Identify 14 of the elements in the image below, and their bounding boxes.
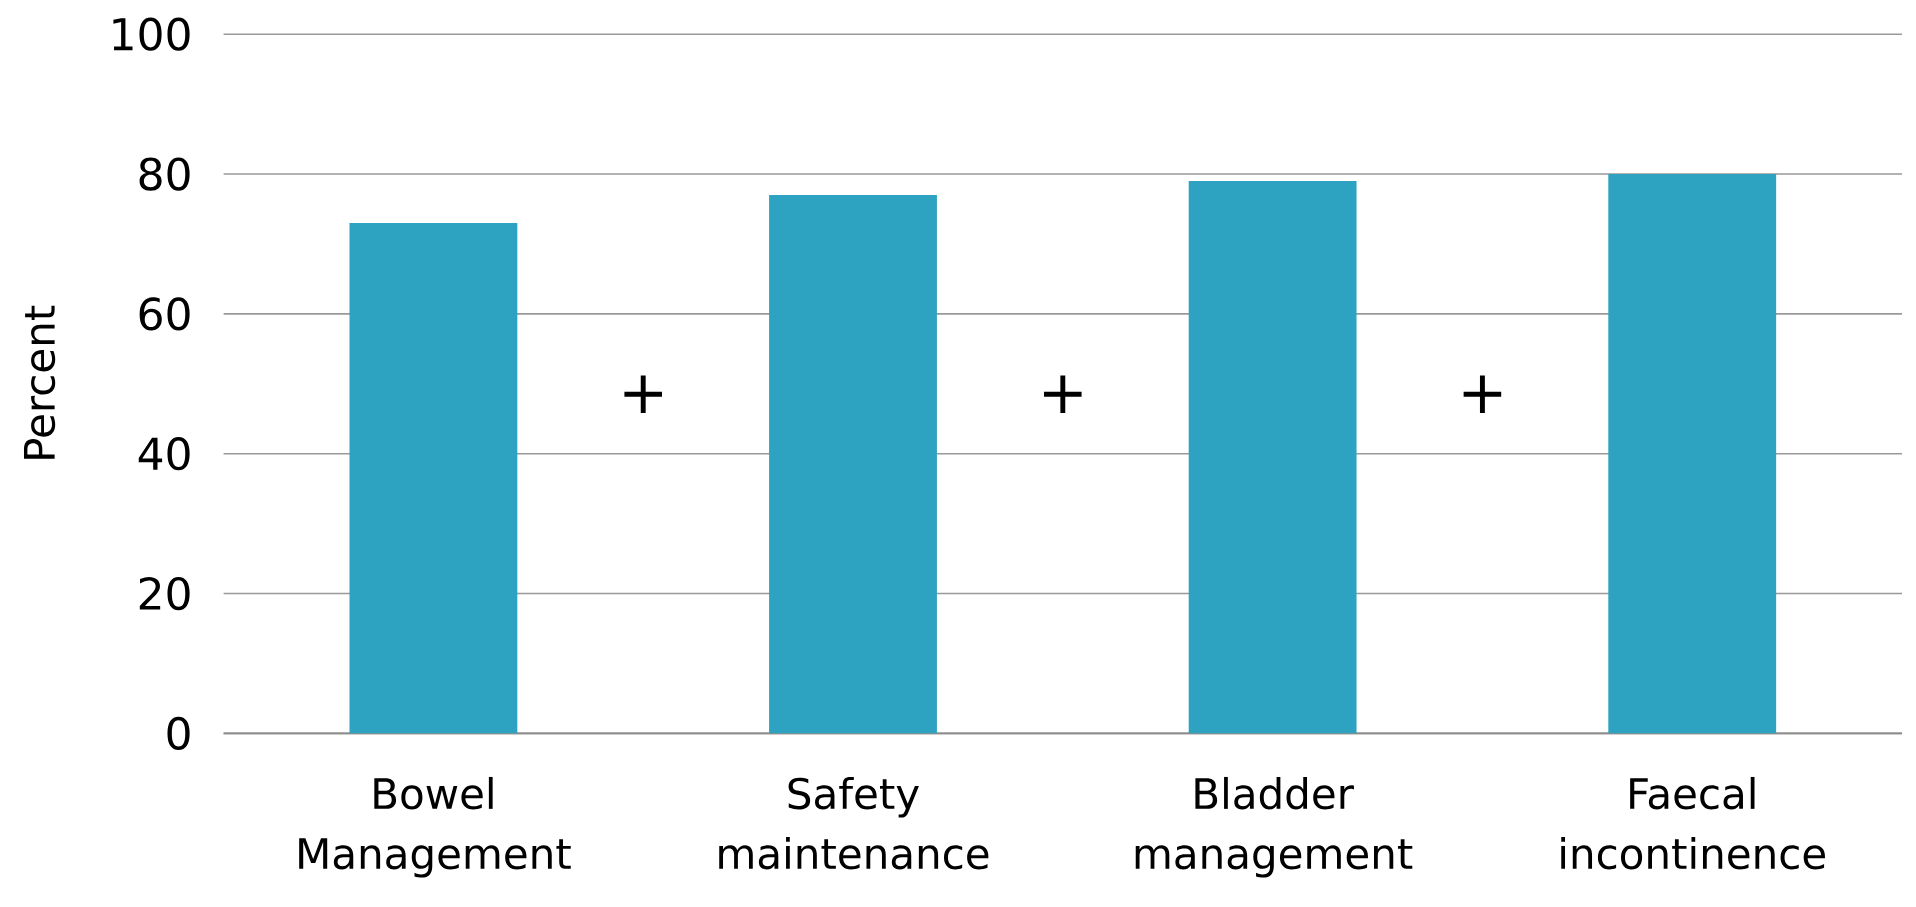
y-tick-label: 40 — [138, 437, 190, 471]
y-tick-label: 0 — [167, 716, 190, 751]
y-tick-label: 80 — [139, 157, 190, 191]
y-axis-title: Percent — [23, 305, 56, 459]
y-tick-label: 60 — [139, 297, 190, 331]
y-tick-label: 20 — [139, 576, 190, 611]
annotation: + — [1044, 375, 1082, 414]
x-tick-label: Faecal incontinence — [1561, 776, 1825, 870]
x-tick-label: Safety maintenance — [719, 776, 989, 870]
y-tick-label: 100 — [113, 17, 190, 51]
x-tick-label: Bowel Management — [299, 776, 571, 878]
x-tick-label: Bladder management — [1135, 776, 1413, 878]
annotation: + — [624, 375, 662, 414]
annotation: + — [1463, 375, 1502, 414]
